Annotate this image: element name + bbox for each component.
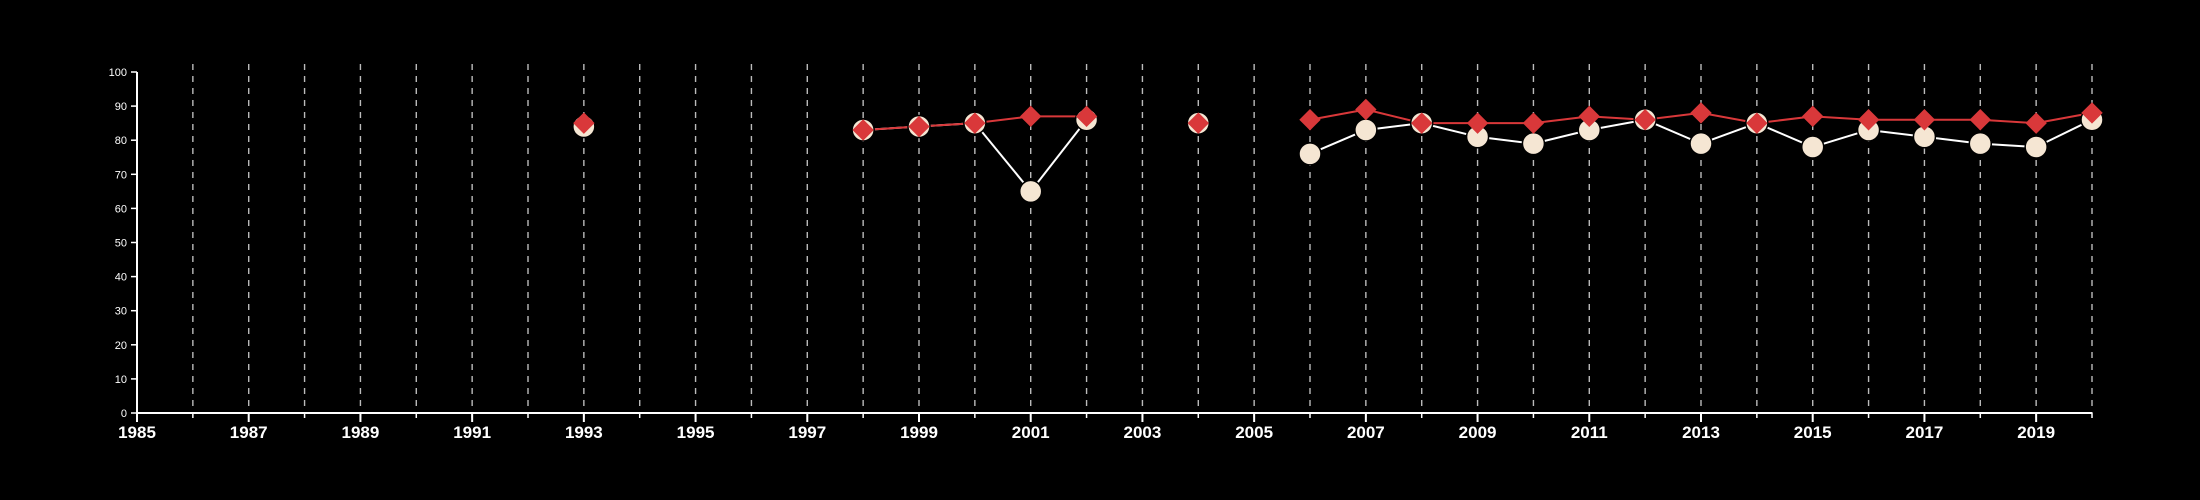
series-diamond-point [1690, 102, 1712, 124]
x-tick-label: 2009 [1459, 423, 1497, 442]
series-diamond-point [573, 112, 595, 134]
x-tick-label: 2011 [1571, 423, 1608, 442]
x-tick-label: 2019 [2017, 423, 2055, 442]
series-circle-point [1018, 179, 1043, 204]
series-diamond-point [964, 112, 986, 134]
series-diamond-point [1578, 105, 1600, 128]
series-diamond-point [1857, 109, 1880, 131]
x-tick-label: 2005 [1235, 423, 1273, 442]
series-circle-point [1298, 142, 1322, 166]
x-tick-label: 1993 [565, 423, 603, 442]
y-tick-label: 60 [115, 203, 127, 215]
series-circle-point [1354, 118, 1378, 142]
series-diamond-point [1411, 112, 1433, 134]
x-tick-label: 2007 [1347, 423, 1385, 442]
series-diamond-point [1746, 112, 1768, 134]
y-tick-label: 20 [115, 340, 127, 352]
x-tick-label: 1995 [677, 423, 715, 442]
series-diamond-point [1355, 98, 1377, 121]
y-tick-label: 50 [115, 238, 127, 250]
series-circle-point [1521, 131, 1546, 156]
series-circle-point [2024, 135, 2048, 159]
x-tick-label: 1987 [230, 423, 268, 442]
series-diamond-point [1913, 109, 1936, 131]
y-tick-label: 40 [115, 272, 127, 284]
series-diamond-point [1466, 112, 1489, 134]
series-diamond-point [1187, 112, 1209, 134]
series-diamond-point [2081, 102, 2103, 124]
x-tick-label: 1989 [342, 423, 380, 442]
series-diamond-point [1075, 105, 1098, 128]
x-tick-label: 2003 [1124, 423, 1162, 442]
series-diamond-point [1969, 109, 1991, 131]
series-diamond-point [852, 119, 874, 141]
y-tick-label: 100 [109, 67, 127, 79]
y-tick-label: 70 [115, 169, 127, 181]
x-tick-label: 2001 [1012, 423, 1050, 442]
series-circle-line [1029, 119, 1088, 192]
y-tick-label: 90 [115, 101, 127, 113]
y-tick-label: 0 [121, 408, 127, 420]
y-tick-label: 10 [115, 374, 127, 386]
series-diamond-point [1802, 105, 1824, 128]
series-diamond-point [908, 115, 930, 138]
series-circle-point [1800, 135, 1825, 159]
series-diamond-line [1309, 108, 1367, 121]
series-circle-point [1968, 131, 1993, 156]
series-circle-line [974, 122, 1032, 192]
x-tick-label: 2017 [1906, 423, 1944, 442]
series-diamond-point [1020, 105, 1042, 128]
x-tick-label: 1999 [900, 423, 938, 442]
y-tick-label: 30 [115, 306, 127, 318]
x-tick-label: 1991 [453, 423, 491, 442]
series-circle-point [1689, 131, 1713, 156]
series-diamond-point [1634, 109, 1656, 131]
series-diamond-point [1522, 112, 1545, 134]
series-diamond-point [1299, 109, 1321, 131]
x-tick-label: 2013 [1682, 423, 1720, 442]
x-tick-label: 1997 [788, 423, 826, 442]
y-tick-label: 80 [115, 135, 127, 147]
series-diamond-point [2025, 112, 2047, 134]
x-tick-label: 1985 [118, 423, 156, 442]
x-tick-label: 2015 [1794, 423, 1832, 442]
